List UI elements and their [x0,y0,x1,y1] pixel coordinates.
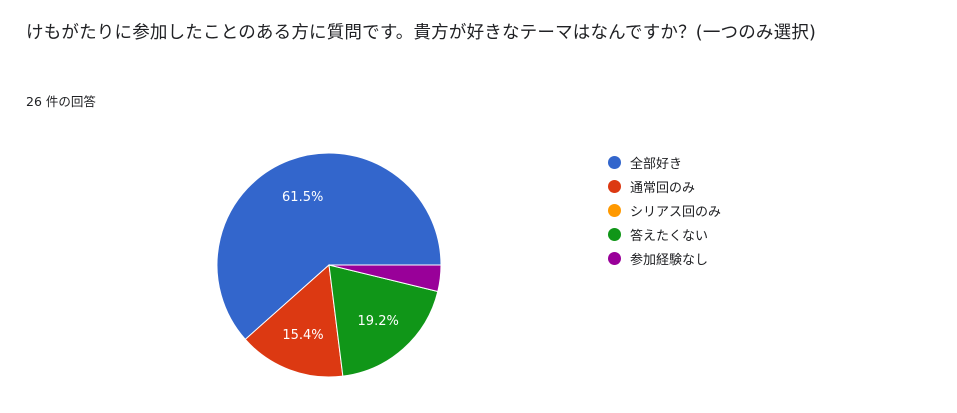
legend-label-2: シリアス回のみ [630,204,722,220]
pie-slice-4[interactable] [328,264,442,293]
legend-label-4: 参加経験なし [630,252,709,268]
pie-slice-3[interactable] [328,264,439,377]
pie-slice-0[interactable] [216,152,442,341]
legend-item-0[interactable]: 全部好き [608,150,721,174]
pie-slice-1[interactable] [244,263,344,378]
legend-item-4[interactable]: 参加経験なし [608,246,721,270]
slice-label-1: 15.4% [282,328,323,343]
legend-swatch-2 [608,203,621,217]
legend-swatch-1 [608,179,621,193]
legend-swatch-3 [608,227,621,241]
legend-item-1[interactable]: 通常回のみ [608,174,721,198]
legend-item-2[interactable]: シリアス回のみ [608,198,721,222]
question-title: けもがたりに参加したことのある方に質問です。貴方が好きなテーマはなんですか？(一… [26,23,817,43]
legend-swatch-4 [608,251,621,265]
response-count: 26 件の回答 [26,94,96,109]
legend-item-3[interactable]: 答えたくない [608,222,721,246]
slice-label-0: 61.5% [282,190,323,205]
legend-label-3: 答えたくない [630,228,709,244]
legend-label-1: 通常回のみ [630,180,696,196]
slice-label-3: 19.2% [358,314,399,329]
legend-label-0: 全部好き [630,156,683,172]
legend-swatch-0 [608,155,621,169]
chart-legend: 全部好き通常回のみシリアス回のみ 答えたくない 参加経験なし [608,150,721,270]
